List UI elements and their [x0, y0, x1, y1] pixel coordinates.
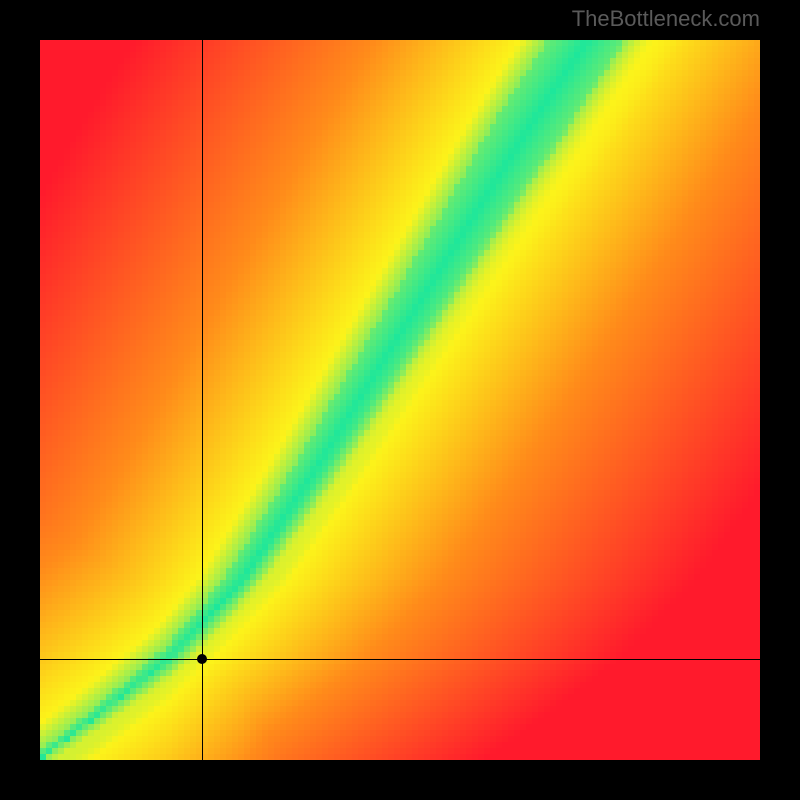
heatmap-plot [40, 40, 760, 760]
marker-point [197, 654, 207, 664]
watermark: TheBottleneck.com [572, 6, 760, 32]
heatmap-canvas [40, 40, 760, 760]
crosshair-vertical [202, 40, 203, 760]
crosshair-horizontal [40, 659, 760, 660]
